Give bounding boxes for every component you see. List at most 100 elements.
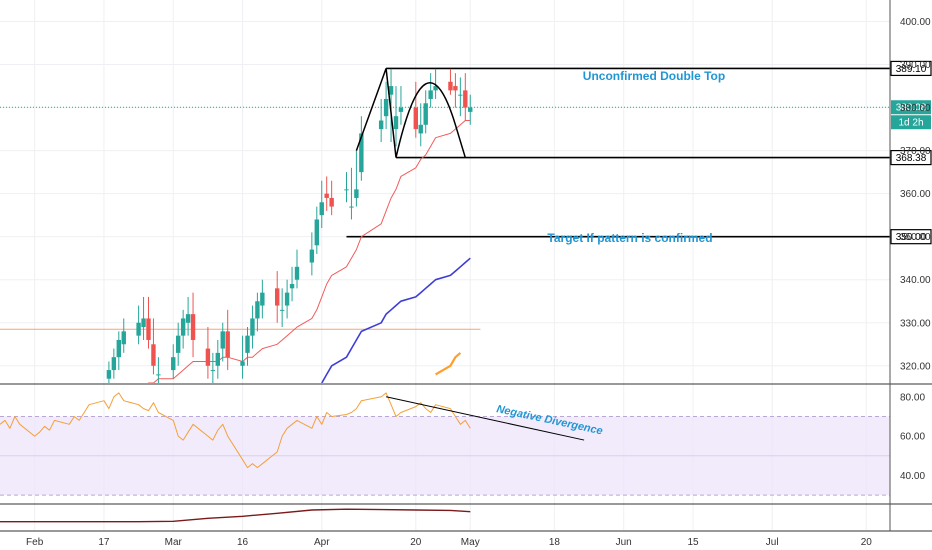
price-tick-label: 380.00 [900,103,931,114]
countdown-tag-text: 1d 2h [898,118,923,129]
ma-mid-line [321,257,471,383]
countdown-tag [891,115,931,130]
candle-body [319,202,324,216]
candle-body [210,370,216,372]
x-tick-label: Jul [766,537,779,548]
candle-body [423,103,428,125]
candle-body [398,107,404,112]
candle-body [433,86,438,91]
candle-body [116,339,121,358]
candle-body [393,116,399,130]
candle-body [171,357,176,371]
candle-body [294,266,300,280]
volume-line [0,508,471,523]
volume-layer [0,508,471,523]
candle-body [225,331,230,358]
price-tick-label: 370.00 [900,146,931,157]
last-price-tag-text: 380.08 [896,103,927,114]
price-tick-label: 400.00 [900,17,931,28]
target-annotation: Target If pattern is confirmed [547,231,712,245]
candle-body [121,331,126,345]
candle-body [388,86,394,95]
candle-body [255,301,260,319]
price-level-tag [890,229,932,245]
x-tick-label: 18 [549,537,561,548]
divergence-line [385,396,585,441]
candle-body [324,193,329,198]
candle-body [275,288,280,306]
candle-body [354,189,359,198]
double-top-pattern [355,68,467,158]
candle-body [190,314,196,340]
candle-body [309,249,315,263]
price-tick-label: 390.00 [900,60,931,71]
x-tick-label: 15 [687,537,699,548]
candle-body [413,107,418,130]
x-tick-label: Apr [314,537,330,548]
candle-body [106,370,112,379]
candle-body [468,107,473,112]
x-tick-label: Jun [616,537,632,548]
x-tick-label: Feb [26,537,44,548]
price-tick-label: 360.00 [900,189,931,200]
candle-body [176,335,181,353]
pattern-layer [355,68,467,158]
double-top-annotation: Unconfirmed Double Top [583,69,725,83]
rsi-line [0,392,471,469]
candle-body [245,335,250,353]
price-tick-label: 350.00 [900,232,931,243]
rsi-band-layer [0,415,890,496]
horizontal-level-layer: 389.10 368.38 350.00 380.08 1d 2h [0,60,932,330]
x-tick-label: 20 [861,537,873,548]
candle-body [240,361,245,366]
candle-body [463,90,468,108]
candle-body [180,318,186,336]
candle-body [378,120,384,130]
candle-body [314,219,319,246]
candle-body [146,318,151,340]
candle-body [151,344,156,366]
price-level-tag-text: 389.10 [896,64,927,75]
ema-short-line [147,120,471,383]
price-tick-label: 330.00 [900,318,931,329]
candle-body [448,81,453,91]
candle-body [289,284,295,289]
candle-body [418,124,423,134]
candle-body [453,86,458,91]
x-tick-label: 17 [98,537,110,548]
candle-body [284,292,290,306]
x-tick-label: Mar [165,537,183,548]
candle-body [383,98,389,117]
candle-body [156,374,161,376]
candle-body [349,206,354,208]
candle-body [260,292,265,306]
candle-body [220,331,225,349]
x-tick-label: May [461,537,480,548]
candle-body [344,189,349,191]
x-tick-label: 20 [410,537,422,548]
price-tick-label: 340.00 [900,275,931,286]
rsi-tick-label: 80.00 [900,392,925,403]
price-level-tag-text: 350.00 [896,232,927,243]
last-price-tag [891,100,931,115]
candle-body [329,197,334,207]
price-level-tag [890,149,932,166]
x-tick-label: 16 [237,537,249,548]
candle-body [428,90,433,99]
candle-body [215,352,220,366]
candle-body [185,314,191,323]
price-level-tag-text: 368.38 [896,153,927,164]
rsi-tick-label: 40.00 [900,471,925,482]
candle-layer [106,68,473,383]
price-tick-label: 320.00 [900,361,931,372]
candle-body [250,318,255,336]
candle-body [111,357,117,371]
candle-body [136,322,141,336]
candle-body [205,348,211,366]
candle-body [279,309,285,311]
moving-average-layer [147,120,471,383]
price-level-tag [890,60,932,77]
